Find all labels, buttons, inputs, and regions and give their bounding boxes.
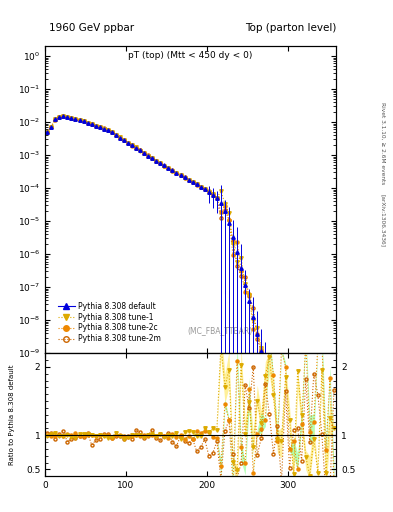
Text: (MC_FBA_TTBAR): (MC_FBA_TTBAR) xyxy=(187,326,252,335)
Text: Rivet 3.1.10, ≥ 2.6M events: Rivet 3.1.10, ≥ 2.6M events xyxy=(381,102,386,184)
Legend: Pythia 8.308 default, Pythia 8.308 tune-1, Pythia 8.308 tune-2c, Pythia 8.308 tu: Pythia 8.308 default, Pythia 8.308 tune-… xyxy=(55,298,163,347)
Y-axis label: Ratio to Pythia 8.308 default: Ratio to Pythia 8.308 default xyxy=(9,365,15,465)
Text: [arXiv:1306.3436]: [arXiv:1306.3436] xyxy=(381,194,386,247)
Text: Top (parton level): Top (parton level) xyxy=(244,23,336,33)
Text: 1960 GeV ppbar: 1960 GeV ppbar xyxy=(49,23,134,33)
Text: pT (top) (Mtt < 450 dy < 0): pT (top) (Mtt < 450 dy < 0) xyxy=(129,51,253,60)
